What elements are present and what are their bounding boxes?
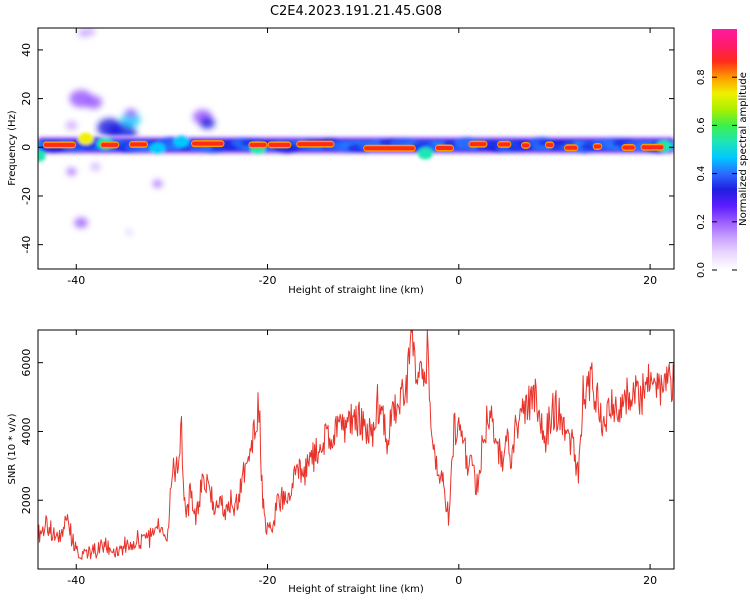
colorbar-tick-label: 0.4 bbox=[696, 166, 707, 182]
band-stretch-inner bbox=[129, 142, 147, 147]
y-tick-label: 4000 bbox=[20, 417, 33, 445]
spectral-blob bbox=[84, 95, 103, 109]
snr-frame bbox=[37, 329, 675, 570]
snr-y-axis-label: SNR (10 * v/v) bbox=[7, 413, 18, 484]
snr-x-axis-label: Height of straight line (km) bbox=[288, 584, 424, 595]
y-tick-label: -40 bbox=[20, 236, 33, 254]
band-stretch-inner bbox=[622, 145, 635, 150]
x-tick-label: -40 bbox=[67, 274, 85, 287]
spectral-blob bbox=[199, 117, 215, 129]
band-stretch-inner bbox=[249, 142, 267, 147]
snr-y-axis: 2000 4000 6000 bbox=[20, 349, 674, 514]
spectral-blob bbox=[121, 111, 141, 127]
y-tick-label: 40 bbox=[20, 43, 33, 57]
spectrogram-y-axis-label: Frequency (Hz) bbox=[7, 110, 18, 186]
band-spot bbox=[417, 147, 434, 160]
y-tick-label: -20 bbox=[20, 187, 33, 205]
band-spot bbox=[455, 137, 472, 150]
y-tick-label: 0 bbox=[20, 144, 33, 151]
x-tick-label: 20 bbox=[643, 274, 657, 287]
spectrogram-x-axis-label: Height of straight line (km) bbox=[288, 285, 424, 296]
band-stretch-inner bbox=[268, 142, 291, 147]
band-stretch-inner bbox=[593, 144, 602, 149]
x-tick-label: 20 bbox=[643, 574, 657, 587]
band-stretch-inner bbox=[364, 146, 415, 151]
y-tick-label: 2000 bbox=[20, 486, 33, 514]
chart-title: C2E4.2023.191.21.45.G08 bbox=[270, 4, 442, 19]
spectral-blob bbox=[125, 230, 132, 235]
spectral-blob bbox=[85, 28, 96, 36]
spectrogram-heatmap bbox=[38, 28, 674, 235]
spectral-blob bbox=[90, 163, 101, 171]
x-tick-label: 0 bbox=[455, 574, 462, 587]
band-stretch-inner bbox=[469, 142, 487, 147]
colorbar-tick-label: 0.0 bbox=[696, 262, 707, 278]
x-tick-label: -20 bbox=[259, 574, 277, 587]
colorbar: 0.0 0.2 0.4 0.6 0.8 Normalized spectral ampl… bbox=[696, 29, 749, 278]
spectral-blob bbox=[125, 108, 137, 118]
colorbar-label: Normalized spectral amplitude bbox=[738, 72, 749, 226]
x-tick-label: -40 bbox=[67, 574, 85, 587]
band-stretch-inner bbox=[545, 142, 554, 147]
scatter-blobs bbox=[65, 28, 215, 235]
colorbar-tick-label: 0.8 bbox=[696, 69, 707, 85]
band-spot bbox=[77, 132, 94, 145]
band-spot bbox=[173, 135, 190, 148]
snr-series-line bbox=[38, 330, 674, 560]
band-stretch-inner bbox=[498, 142, 511, 147]
colorbar-ticks: 0.0 0.2 0.4 0.6 0.8 bbox=[696, 69, 737, 278]
band-spot bbox=[38, 149, 46, 162]
spectral-blob bbox=[66, 167, 77, 176]
band-stretch-inner bbox=[192, 141, 224, 146]
spectrogram-y-axis: -40 -20 0 20 40 bbox=[20, 43, 674, 254]
band-stretch-inner bbox=[435, 146, 454, 151]
spectrogram-x-axis: -40 -20 0 20 bbox=[67, 28, 657, 287]
spectral-blob bbox=[65, 120, 78, 130]
x-tick-label: 0 bbox=[455, 274, 462, 287]
band-stretch-inner bbox=[521, 143, 530, 148]
spectral-blob bbox=[74, 217, 88, 228]
snr-plot-background bbox=[38, 330, 674, 569]
band-stretch-inner bbox=[565, 145, 578, 150]
spectrogram-panel: -40 -20 0 20 -40 -20 0 20 40 Height of straight… bbox=[7, 27, 675, 296]
y-tick-label: 6000 bbox=[20, 349, 33, 377]
spectral-blob bbox=[152, 180, 163, 188]
band-stretch-inner bbox=[101, 142, 119, 147]
colorbar-gradient bbox=[712, 29, 737, 270]
spectrogram-frame bbox=[37, 27, 675, 270]
band-stretch-inner bbox=[297, 142, 334, 147]
band-stretch-inner bbox=[641, 145, 664, 150]
band-spot bbox=[149, 142, 166, 155]
snr-x-axis: -40 -20 0 20 bbox=[67, 330, 657, 587]
band-core bbox=[42, 140, 665, 152]
x-tick-label: -20 bbox=[259, 274, 277, 287]
band-stretch-inner bbox=[43, 142, 76, 147]
y-tick-label: 20 bbox=[20, 92, 33, 106]
snr-panel: -40 -20 0 20 2000 4000 6000 Height of straigh… bbox=[7, 329, 675, 595]
colorbar-tick-label: 0.2 bbox=[696, 214, 707, 230]
colorbar-tick-label: 0.6 bbox=[696, 117, 707, 133]
